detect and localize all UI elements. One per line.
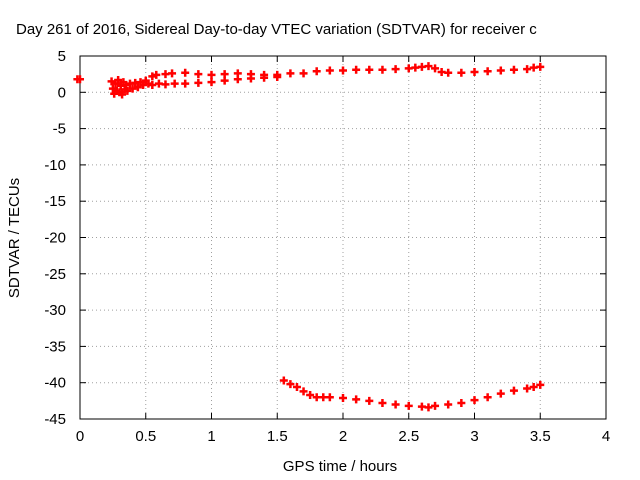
- data-point: [233, 75, 242, 84]
- x-tick-label: 1.5: [267, 428, 288, 445]
- data-point: [444, 68, 453, 77]
- data-point: [220, 76, 229, 85]
- data-point: [483, 67, 492, 76]
- data-point: [299, 69, 308, 78]
- y-tick-label: 5: [58, 48, 66, 65]
- y-tick-label: -5: [53, 121, 66, 138]
- y-tick-label: -10: [44, 157, 66, 174]
- data-point: [378, 65, 387, 74]
- data-point: [529, 383, 538, 392]
- x-tick-label: 0.5: [135, 428, 156, 445]
- data-point: [168, 69, 177, 78]
- data-point: [292, 383, 301, 392]
- data-point: [378, 399, 387, 408]
- data-point: [207, 70, 216, 79]
- data-point: [286, 380, 295, 389]
- data-point: [181, 68, 190, 77]
- data-point: [194, 70, 203, 79]
- data-point: [260, 73, 269, 82]
- data-point: [325, 66, 334, 75]
- data-point: [325, 393, 334, 402]
- data-points: [73, 62, 545, 412]
- data-point: [496, 389, 505, 398]
- data-point: [207, 78, 216, 87]
- data-point: [339, 393, 347, 402]
- data-point: [299, 387, 308, 396]
- data-point: [128, 84, 137, 93]
- data-point: [312, 67, 321, 76]
- data-point: [424, 403, 433, 412]
- data-point: [470, 67, 479, 76]
- y-axis-label: SDTVAR / TECUs: [6, 178, 23, 298]
- data-point: [194, 78, 203, 87]
- data-point: [509, 65, 518, 74]
- data-point: [457, 68, 466, 77]
- data-point: [470, 396, 479, 405]
- y-tick-label: -35: [44, 338, 66, 355]
- data-point: [161, 80, 170, 89]
- data-point: [496, 66, 505, 75]
- data-point: [352, 395, 361, 404]
- y-tick-label: -30: [44, 302, 66, 319]
- data-point: [483, 393, 492, 402]
- data-point: [133, 83, 142, 92]
- data-point: [457, 399, 466, 408]
- data-point: [365, 396, 374, 405]
- data-point: [523, 384, 532, 393]
- data-point: [181, 79, 190, 88]
- data-point: [152, 70, 161, 79]
- data-point: [365, 65, 374, 74]
- data-point: [391, 65, 400, 74]
- x-axis-label: GPS time / hours: [283, 458, 397, 475]
- data-point: [424, 62, 433, 71]
- data-point: [139, 81, 148, 90]
- axes: [79, 55, 607, 420]
- data-point: [523, 65, 532, 74]
- data-point: [339, 66, 347, 75]
- data-point: [118, 90, 127, 99]
- data-point: [431, 401, 440, 410]
- x-tick-label: 1: [207, 428, 215, 445]
- x-tick-label: 3: [470, 428, 478, 445]
- data-point: [352, 65, 361, 74]
- data-point: [404, 401, 413, 410]
- y-tick-label: -40: [44, 375, 66, 392]
- data-point: [123, 86, 132, 95]
- data-point: [444, 400, 453, 409]
- data-point: [509, 386, 518, 395]
- grid-lines: [80, 56, 606, 419]
- data-point: [536, 380, 545, 389]
- chart-title: Day 261 of 2016, Sidereal Day-to-day VTE…: [16, 21, 537, 38]
- data-point: [170, 79, 179, 88]
- data-point: [306, 391, 315, 400]
- y-tick-label: -25: [44, 266, 66, 283]
- data-point: [279, 376, 288, 385]
- y-tick-label: -15: [44, 193, 66, 210]
- data-point: [286, 69, 295, 78]
- data-series-1: [73, 62, 545, 99]
- x-tick-label: 3.5: [530, 428, 551, 445]
- x-tick-label: 2: [339, 428, 347, 445]
- data-point: [148, 81, 157, 90]
- x-tick-label: 4: [602, 428, 610, 445]
- data-point: [114, 75, 123, 84]
- data-series-2: [279, 376, 545, 412]
- data-point: [246, 74, 255, 83]
- data-point: [391, 400, 400, 409]
- y-tick-label: -20: [44, 230, 66, 247]
- x-tick-label: 2.5: [398, 428, 419, 445]
- y-tick-label: -45: [44, 411, 66, 428]
- data-point: [76, 75, 84, 84]
- y-tick-label: 0: [58, 84, 66, 101]
- data-point: [431, 64, 440, 73]
- tick-labels: 0 0.5 1 1.5 2 2.5 3 3.5 4 5 0 -5 -10 -15 -20 -25 -30 -35 -…: [44, 48, 610, 445]
- data-point: [536, 62, 545, 71]
- x-tick-label: 0: [76, 428, 84, 445]
- data-point: [273, 73, 282, 82]
